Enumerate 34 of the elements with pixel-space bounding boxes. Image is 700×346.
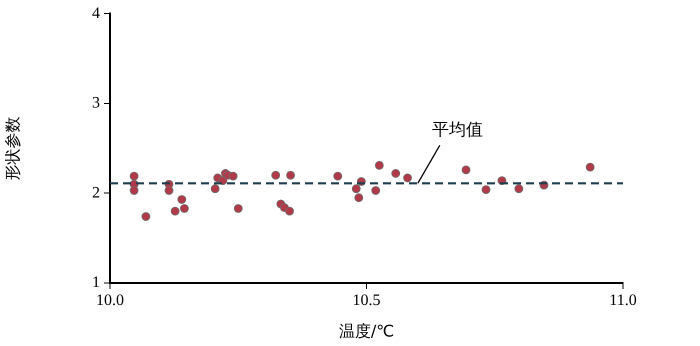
- ref-line-label: 平均值: [432, 120, 483, 140]
- point: [354, 193, 364, 202]
- point: [374, 160, 384, 170]
- point: [371, 186, 380, 195]
- point: [228, 172, 238, 181]
- point: [333, 172, 342, 181]
- point: [462, 165, 470, 174]
- y-axis-title: 形状参数: [2, 116, 22, 180]
- y-tick-label: 1: [92, 274, 100, 292]
- point: [234, 204, 243, 213]
- point: [514, 184, 524, 194]
- point: [130, 186, 139, 195]
- point: [482, 185, 490, 194]
- x-axis-title: 温度/℃: [338, 322, 394, 341]
- point: [403, 174, 412, 182]
- point: [391, 169, 400, 178]
- point: [170, 206, 180, 216]
- x-tick-label: 10.5: [352, 292, 380, 309]
- y-tick-label: 3: [92, 94, 100, 112]
- point: [586, 162, 595, 172]
- point: [210, 184, 220, 194]
- point: [142, 212, 150, 221]
- x-tick-label: 11.0: [609, 292, 637, 309]
- point: [164, 186, 174, 195]
- point: [271, 170, 280, 180]
- y-tick-label: 4: [92, 4, 100, 22]
- point: [285, 206, 294, 216]
- point: [177, 195, 186, 204]
- x-tick-label: 10.0: [96, 292, 124, 309]
- point: [352, 184, 361, 194]
- point: [286, 170, 295, 180]
- y-tick-label: 2: [92, 184, 100, 202]
- point: [180, 204, 189, 213]
- point: [130, 172, 139, 181]
